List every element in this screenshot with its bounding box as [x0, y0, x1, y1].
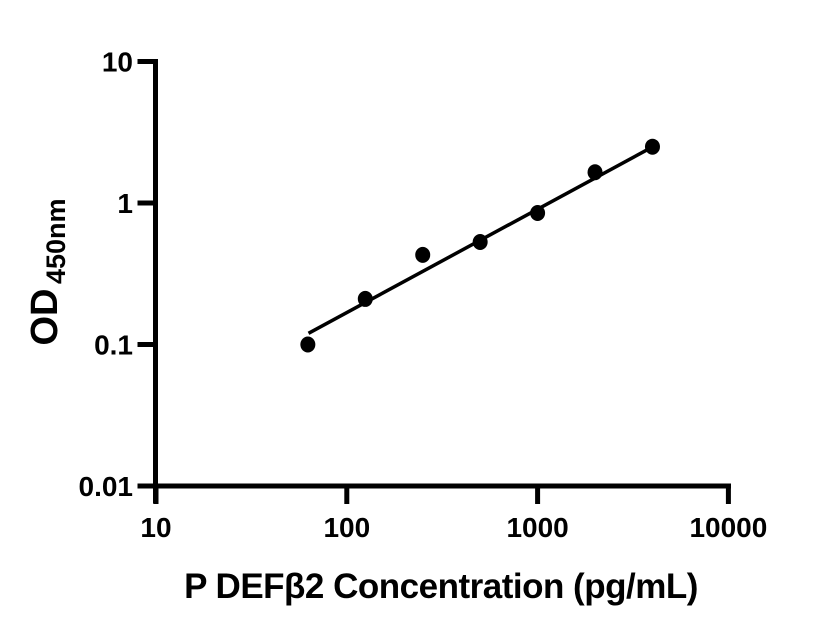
- y-tick-label: 10: [102, 47, 133, 78]
- data-point: [530, 204, 546, 221]
- y-axis-ticks: [137, 59, 156, 489]
- y-axis-tick-labels: 10 1 0.1 0.01: [79, 47, 134, 503]
- y-tick-label: 1: [117, 188, 133, 219]
- x-tick-label: 1000: [506, 512, 568, 543]
- y-tick-label: 0.1: [94, 330, 133, 361]
- x-tick-label: 10000: [689, 512, 767, 543]
- x-tick-label: 100: [323, 512, 370, 543]
- data-point: [357, 290, 373, 307]
- data-point: [300, 336, 316, 353]
- data-point: [644, 138, 660, 155]
- x-axis-ticks: [153, 486, 731, 504]
- x-axis: 10 100 1000 10000: [140, 483, 767, 543]
- x-axis-tick-labels: 10 100 1000 10000: [140, 512, 767, 543]
- y-tick-label: 0.01: [79, 471, 134, 502]
- data-point: [587, 164, 603, 181]
- y-axis-title-main: OD: [24, 289, 66, 346]
- y-axis: 10 1 0.1 0.01: [79, 47, 158, 504]
- y-axis-title-subscript: 450nm: [41, 198, 71, 284]
- data-point: [472, 234, 488, 251]
- x-axis-title: P DEFβ2 Concentration (pg/mL): [184, 567, 698, 606]
- data-points: [300, 138, 660, 353]
- y-axis-title: OD 450nm: [24, 198, 71, 345]
- data-point: [415, 246, 431, 263]
- x-tick-label: 10: [140, 512, 171, 543]
